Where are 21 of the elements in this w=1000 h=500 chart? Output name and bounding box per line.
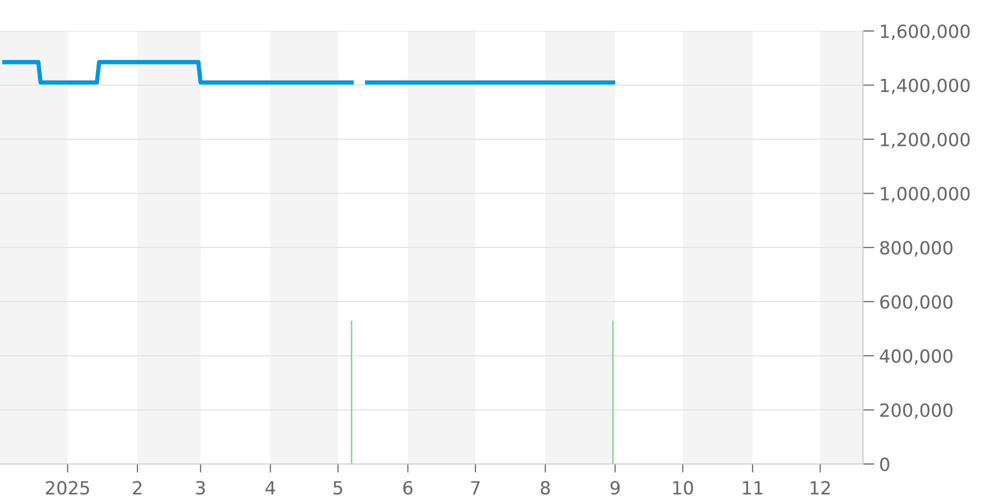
y-tick-label: 0 [880, 457, 890, 472]
y-tick-label: 1,400,000 [880, 78, 970, 94]
y-tick-label: 1,000,000 [880, 186, 970, 202]
x-tick-label: 3 [196, 480, 205, 495]
x-tick-label: 12 [810, 480, 830, 494]
y-tick-label: 400,000 [880, 349, 952, 365]
y-tick-label: 600,000 [880, 295, 952, 311]
x-tick-label: 5 [334, 481, 342, 495]
y-tick-label: 200,000 [880, 403, 952, 419]
x-tick-label: 9 [610, 480, 620, 495]
x-tick-label: 6 [403, 480, 412, 495]
x-tick-label: 8 [540, 480, 550, 495]
x-tick-label: 10 [673, 480, 694, 495]
y-tick-label: 1,600,000 [880, 24, 970, 40]
y-tick-label: 800,000 [880, 240, 952, 256]
x-tick-label: 2025 [46, 480, 89, 495]
x-tick-label: 2 [133, 480, 142, 494]
x-tick-label: 4 [266, 481, 276, 494]
y-tick-label: 1,200,000 [880, 132, 970, 148]
x-tick-label: 11 [743, 481, 762, 494]
x-tick-label: 7 [471, 481, 480, 494]
